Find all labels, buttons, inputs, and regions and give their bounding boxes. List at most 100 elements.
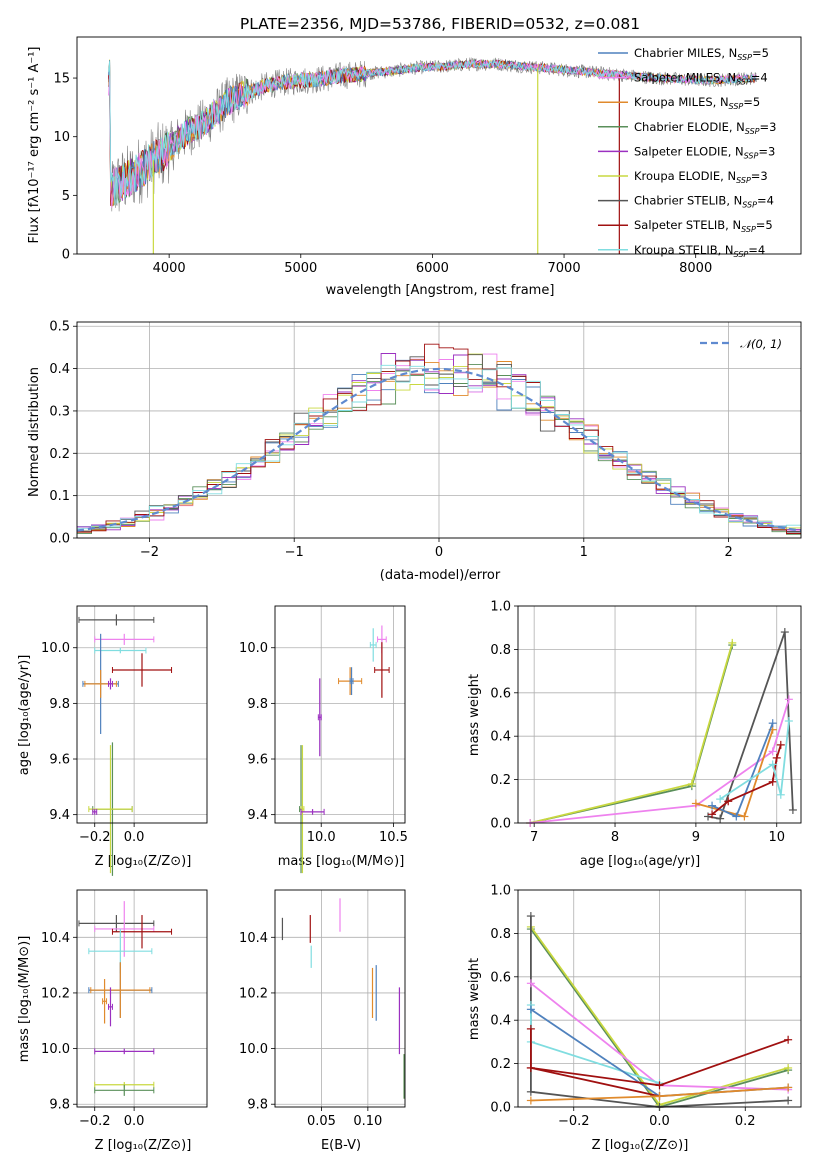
x-tick-label: 8000 bbox=[679, 261, 712, 276]
weight-series-line bbox=[695, 729, 774, 818]
spectrum-ylabel: Flux [fλ10⁻¹⁷ erg cm⁻² s⁻¹ A⁻¹] bbox=[27, 47, 42, 244]
weight-point bbox=[655, 1081, 664, 1090]
errorbar-point bbox=[108, 987, 113, 1027]
x-tick-label: 10 bbox=[768, 830, 785, 845]
x-tick-label: 7 bbox=[530, 830, 538, 845]
y-tick-label: 0.1 bbox=[49, 489, 70, 504]
zmass-ylabel: mass [log₁₀(M/M⊙)] bbox=[17, 936, 32, 1063]
errorbar-point bbox=[94, 901, 155, 957]
y-tick-label: 9.8 bbox=[247, 697, 268, 712]
weight-point bbox=[708, 801, 717, 810]
spectrum-axes: 4000 5000 6000 7000 8000 0 5 10 15 bbox=[53, 72, 712, 276]
weight-series-line bbox=[529, 642, 734, 824]
weight-point bbox=[784, 1083, 793, 1092]
y-tick-label: 1.0 bbox=[490, 884, 511, 899]
x-tick-label: 0.2 bbox=[735, 1114, 756, 1129]
x-tick-label: 0 bbox=[435, 545, 443, 560]
z_weight-frame bbox=[517, 889, 802, 1108]
weight-point bbox=[732, 812, 741, 821]
weight-point bbox=[526, 1005, 535, 1014]
errorbar-point bbox=[108, 678, 113, 690]
weight-point bbox=[768, 719, 777, 728]
y-tick-label: 0.6 bbox=[490, 686, 511, 701]
y-tick-label: 0.4 bbox=[490, 730, 511, 745]
errorbar-point bbox=[374, 642, 390, 698]
z_mass-axes: −0.2 0.0 9.8 10.0 10.2 10.4 bbox=[41, 890, 207, 1129]
ageweight-xlabel: age [log₁₀(age/yr)] bbox=[580, 854, 701, 869]
weight-point bbox=[740, 812, 749, 821]
errorbar-point bbox=[94, 633, 155, 645]
y-tick-label: 10.0 bbox=[41, 1042, 70, 1057]
x-tick-label: −1 bbox=[285, 545, 304, 560]
weight-point bbox=[655, 1092, 664, 1101]
ebv_mass-axes: 0.05 0.10 9.8 10.0 10.2 10.4 bbox=[239, 890, 405, 1129]
y-tick-label: 10.2 bbox=[41, 986, 70, 1001]
spectrum-model-line bbox=[108, 58, 757, 208]
y-tick-label: 9.8 bbox=[49, 1098, 70, 1113]
x-tick-label: 0.0 bbox=[124, 1114, 145, 1129]
y-tick-label: 10.0 bbox=[41, 641, 70, 656]
errorbar-point bbox=[90, 962, 151, 1018]
weight-point bbox=[526, 912, 535, 921]
weight-point bbox=[708, 810, 717, 819]
legend-entry: Salpeter ELODIE, NSSP=3 bbox=[634, 144, 775, 160]
x-tick-label: −0.2 bbox=[79, 830, 111, 845]
residuals-axes: −2 −1 0 1 2 0.0 0.1 0.2 0.3 0.4 0.5 bbox=[49, 320, 801, 560]
y-tick-label: 10.0 bbox=[239, 1042, 268, 1057]
errorbar-point bbox=[102, 979, 108, 1024]
ebv_mass-frame bbox=[274, 889, 406, 1108]
zweight-xlabel: Z [log₁₀(Z/Z⊙)] bbox=[592, 1138, 689, 1153]
y-tick-label: 9.8 bbox=[49, 697, 70, 712]
zage-ylabel: age [log₁₀(age/yr)] bbox=[17, 655, 32, 776]
massage-xlabel: mass [log₁₀(M/M⊙)] bbox=[278, 854, 405, 869]
x-tick-label: −0.2 bbox=[79, 1114, 111, 1129]
weight-point bbox=[526, 1087, 535, 1096]
y-tick-label: 15 bbox=[53, 72, 70, 87]
spectrum-legend: Chabrier MILES, NSSP=5 Salpeter MILES, NS… bbox=[598, 46, 776, 259]
errorbar-point bbox=[94, 1084, 155, 1096]
spectrum-frame bbox=[76, 36, 802, 255]
z_age-frame bbox=[76, 605, 208, 824]
y-tick-label: 0.2 bbox=[490, 773, 511, 788]
legend-entry: Kroupa ELODIE, NSSP=3 bbox=[634, 169, 768, 185]
y-tick-label: 0.4 bbox=[490, 1014, 511, 1029]
x-tick-label: 0.05 bbox=[307, 1114, 336, 1129]
y-tick-label: 0.0 bbox=[49, 532, 70, 547]
spectrum-xlabel: wavelength [Angstrom, rest frame] bbox=[326, 283, 555, 298]
weight-point bbox=[724, 797, 733, 806]
y-tick-label: 1.0 bbox=[490, 600, 511, 615]
weight-series-line bbox=[529, 644, 734, 824]
x-tick-label: 7000 bbox=[548, 261, 581, 276]
y-tick-label: 9.8 bbox=[247, 1098, 268, 1113]
x-tick-label: 9 bbox=[692, 830, 700, 845]
y-tick-label: 0.6 bbox=[490, 970, 511, 985]
y-tick-label: 0.2 bbox=[49, 447, 70, 462]
weight-point bbox=[788, 805, 797, 814]
x-tick-label: 5000 bbox=[284, 261, 317, 276]
legend-entry: Chabrier MILES, NSSP=5 bbox=[634, 46, 769, 62]
y-tick-label: 10 bbox=[53, 130, 70, 145]
legend-entry: Chabrier ELODIE, NSSP=3 bbox=[634, 120, 776, 136]
weight-point bbox=[704, 812, 713, 821]
weight-point bbox=[687, 779, 696, 788]
y-tick-label: 0.8 bbox=[490, 927, 511, 942]
x-tick-label: 1 bbox=[580, 545, 588, 560]
weight-point bbox=[716, 795, 725, 804]
y-tick-label: 10.4 bbox=[41, 931, 70, 946]
x-tick-label: 2 bbox=[724, 545, 732, 560]
legend-entry: Chabrier STELIB, NSSP=4 bbox=[634, 194, 774, 210]
x-tick-label: 10.0 bbox=[307, 830, 336, 845]
x-tick-label: −2 bbox=[140, 545, 159, 560]
weight-point bbox=[776, 790, 785, 799]
y-tick-label: 0.2 bbox=[490, 1057, 511, 1072]
y-tick-label: 5 bbox=[62, 189, 70, 204]
zage-xlabel: Z [log₁₀(Z/Z⊙)] bbox=[95, 854, 192, 869]
errorbar-point bbox=[111, 653, 173, 687]
y-tick-label: 9.4 bbox=[247, 808, 268, 823]
residuals-xlabel: (data-model)/error bbox=[380, 568, 501, 583]
x-tick-label: 10.5 bbox=[379, 830, 408, 845]
errorbar-point bbox=[78, 614, 155, 626]
x-tick-label: 6000 bbox=[416, 261, 449, 276]
y-tick-label: 0 bbox=[62, 248, 70, 263]
x-tick-label: 0.0 bbox=[649, 1114, 670, 1129]
